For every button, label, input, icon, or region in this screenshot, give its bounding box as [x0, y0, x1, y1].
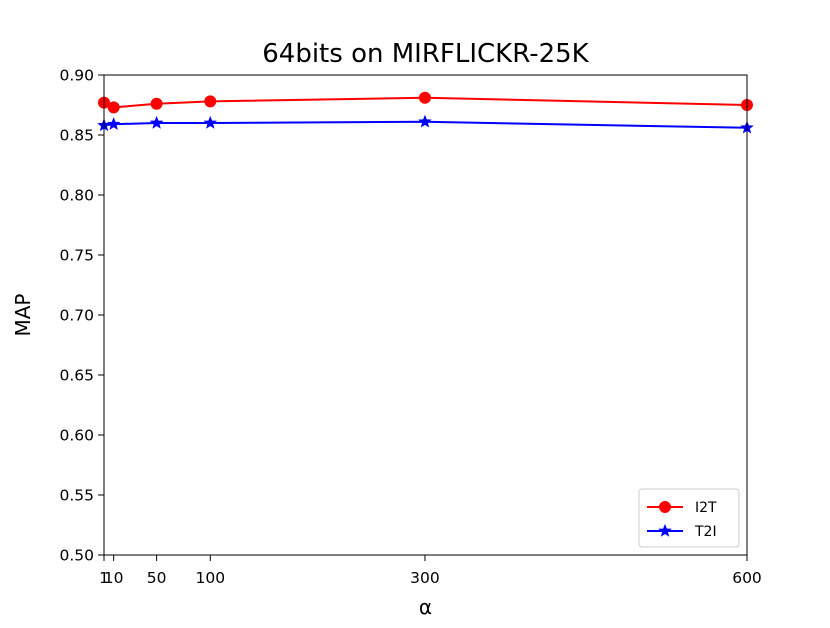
- x-tick-label: 600: [732, 569, 762, 587]
- y-tick-label: 0.90: [59, 67, 94, 85]
- legend-marker-t2i: [658, 523, 672, 537]
- legend-label-i2t: I2T: [695, 500, 717, 516]
- x-tick-label: 300: [410, 569, 440, 587]
- x-tick-label: 50: [147, 569, 167, 587]
- legend-label-t2i: T2I: [694, 524, 717, 540]
- y-tick-label: 0.75: [59, 247, 94, 265]
- legend-marker-i2t: [659, 501, 671, 513]
- y-axis-label: MAP: [11, 294, 35, 337]
- data-point-t2i: [418, 114, 432, 128]
- y-tick-label: 0.60: [59, 427, 94, 445]
- legend: I2T T2I: [638, 488, 740, 548]
- y-tick-label: 0.70: [59, 307, 94, 325]
- data-point-i2t: [204, 95, 217, 108]
- data-point-t2i: [203, 115, 218, 129]
- data-point-t2i: [106, 117, 121, 130]
- y-tick-label: 0.65: [59, 367, 94, 385]
- data-point-t2i: [149, 115, 164, 129]
- data-point-i2t: [150, 97, 163, 110]
- legend-box: [638, 488, 740, 548]
- data-point-i2t: [107, 101, 120, 114]
- y-tick-label: 0.85: [59, 127, 94, 145]
- x-tick-label: 10: [104, 569, 124, 587]
- chart-title: 64bits on MIRFLICKR-25K: [262, 39, 589, 69]
- x-axis-label: α: [419, 595, 432, 619]
- x-tick-label: 100: [195, 569, 225, 587]
- y-tick-label: 0.80: [59, 187, 94, 205]
- data-point-i2t: [418, 91, 431, 104]
- y-tick-label: 0.55: [59, 487, 94, 505]
- plot-frame: [103, 74, 748, 556]
- plot-area: 0.50 0.55 0.60 0.65 0.70 0.75 0.80 0.85 0.90 110 5…: [59, 67, 761, 588]
- x-tick-label: 1: [99, 569, 109, 587]
- y-tick-label: 0.50: [59, 547, 94, 565]
